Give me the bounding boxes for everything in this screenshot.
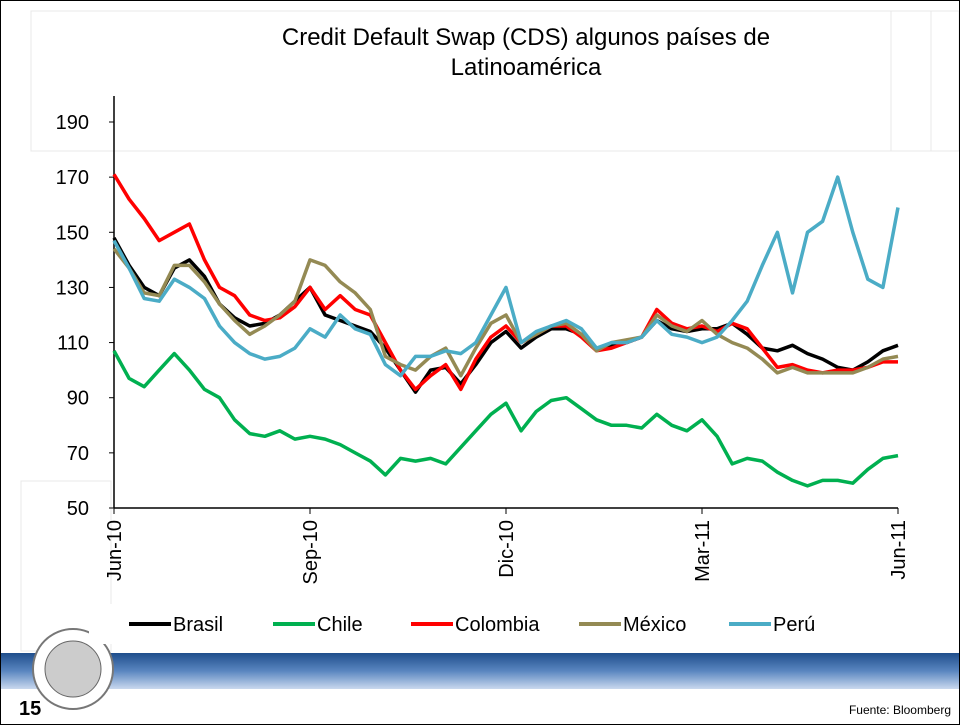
y-tick-label: 170 bbox=[56, 167, 89, 189]
legend-label: Brasil bbox=[173, 614, 223, 636]
legend-label: Colombia bbox=[455, 614, 540, 636]
legend-label: México bbox=[623, 614, 686, 636]
source: Fuente: Bloomberg bbox=[849, 703, 951, 717]
y-tick-label: 90 bbox=[67, 388, 89, 410]
y-tick-label: 130 bbox=[56, 277, 89, 299]
series-line bbox=[112, 349, 899, 488]
series-line bbox=[112, 247, 899, 378]
x-tick-label: Mar-11 bbox=[692, 520, 714, 582]
x-tick-label: Jun-10 bbox=[104, 520, 126, 581]
series-line bbox=[112, 236, 899, 394]
y-tick-label: 70 bbox=[67, 443, 89, 465]
y-tick-label: 150 bbox=[56, 222, 89, 244]
y-tick-label: 50 bbox=[67, 498, 89, 520]
series-line bbox=[112, 175, 900, 378]
y-tick-label: 190 bbox=[56, 112, 89, 134]
chart-title: Credit Default Swap (CDS) algunos países… bbox=[281, 24, 771, 81]
x-tick-label: Dic-10 bbox=[496, 520, 518, 578]
series-line bbox=[112, 173, 898, 392]
logo-inner bbox=[44, 640, 102, 698]
footer-band bbox=[1, 653, 959, 689]
x-tick-label: Jun-11 bbox=[888, 520, 910, 580]
y-tick-label: 110 bbox=[57, 333, 89, 355]
legend-label: Chile bbox=[317, 614, 363, 636]
legend-label: Perú bbox=[773, 614, 815, 636]
page-number: 15 bbox=[19, 698, 41, 720]
x-tick-label: Sep-10 bbox=[300, 520, 322, 585]
